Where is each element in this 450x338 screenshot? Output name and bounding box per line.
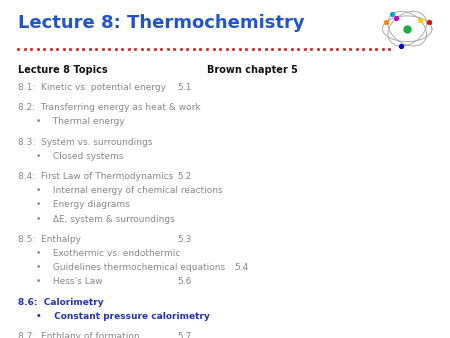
Text: 8.4:  First Law of Thermodynamics: 8.4: First Law of Thermodynamics [18, 172, 173, 181]
Text: 8.2:  Transferring energy as heat & work: 8.2: Transferring energy as heat & work [18, 103, 201, 112]
Text: 5.4: 5.4 [234, 263, 248, 272]
Text: 8.7:  Enthlapy of formation: 8.7: Enthlapy of formation [18, 332, 140, 338]
Text: •    Energy diagrams: • Energy diagrams [36, 200, 130, 210]
Text: Lecture 8: Thermochemistry: Lecture 8: Thermochemistry [18, 14, 305, 31]
Text: •    Guidelines thermochemical equations: • Guidelines thermochemical equations [36, 263, 225, 272]
Text: 8.6:  Calorimetry: 8.6: Calorimetry [18, 298, 104, 307]
Text: Brown chapter 5: Brown chapter 5 [207, 65, 298, 75]
Text: 5.1: 5.1 [178, 83, 192, 92]
Text: 5.7: 5.7 [178, 332, 192, 338]
Text: 8.1:  Kinetic vs. potential energy: 8.1: Kinetic vs. potential energy [18, 83, 166, 92]
Text: 5.2: 5.2 [178, 172, 192, 181]
Text: 5.3: 5.3 [178, 235, 192, 244]
Text: •    Closed systems: • Closed systems [36, 152, 123, 161]
Text: •    Internal energy of chemical reactions: • Internal energy of chemical reactions [36, 186, 223, 195]
Text: •    Constant pressure calorimetry: • Constant pressure calorimetry [36, 312, 210, 321]
Text: Lecture 8 Topics: Lecture 8 Topics [18, 65, 108, 75]
Text: 8.3:  System vs. surroundings: 8.3: System vs. surroundings [18, 138, 153, 147]
Text: 8.5:  Enthalpy: 8.5: Enthalpy [18, 235, 81, 244]
Text: •    Exothermic vs. endothermic: • Exothermic vs. endothermic [36, 249, 180, 258]
Text: •    ΔE, system & surroundings: • ΔE, system & surroundings [36, 215, 175, 224]
Text: 5.6: 5.6 [178, 277, 192, 287]
Text: •    Thermal energy: • Thermal energy [36, 117, 125, 126]
Text: •    Hess’s Law: • Hess’s Law [36, 277, 103, 287]
